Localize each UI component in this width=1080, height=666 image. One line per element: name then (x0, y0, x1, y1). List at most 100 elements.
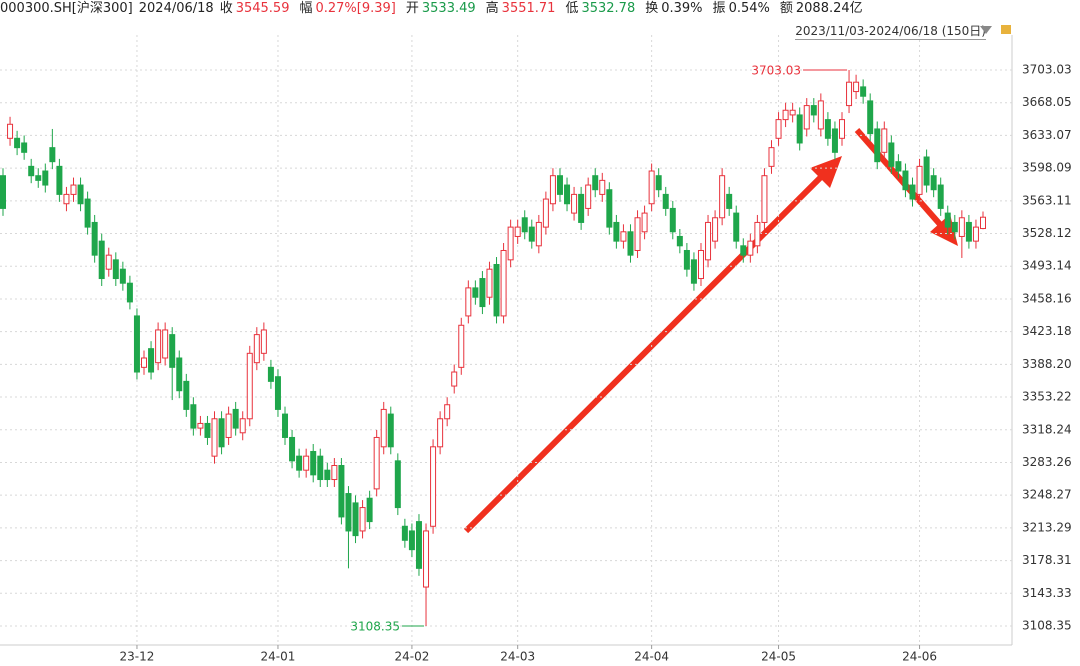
y-tick-label: 3598.09 (1022, 161, 1072, 175)
candle-body (613, 221, 620, 242)
candle-body (528, 226, 535, 242)
candle-body (972, 226, 979, 242)
candle-body (881, 128, 888, 153)
candle-body (867, 100, 874, 135)
candle-body (437, 418, 444, 448)
candle-body (141, 357, 148, 368)
candle-body (775, 119, 782, 139)
candle-body (423, 530, 430, 588)
candle-body (768, 147, 775, 167)
candle-body (63, 193, 70, 205)
x-tick-label: 24-03 (500, 650, 535, 664)
candle-body (571, 193, 578, 214)
field-label: 振 (712, 1, 726, 16)
candle-body (874, 128, 881, 163)
candle-body (14, 137, 21, 149)
candle-body (148, 348, 155, 373)
candle-body (902, 170, 909, 191)
candle-body (846, 81, 853, 107)
candle-body (733, 212, 740, 242)
y-tick-label: 3143.33 (1022, 586, 1072, 600)
candle-body (740, 245, 747, 256)
candle-body (895, 161, 902, 172)
candle-body (105, 254, 112, 270)
field-value: 0.39% (661, 1, 703, 16)
x-tick-label: 24-01 (261, 650, 296, 664)
field-value: 3532.78 (581, 1, 636, 16)
candle-body (564, 184, 571, 205)
candle-body (317, 455, 324, 481)
candle-body (838, 119, 845, 139)
candle-body (535, 221, 542, 247)
candle-body (253, 334, 260, 364)
candle-body (366, 497, 373, 523)
x-tick-label: 24-04 (634, 650, 669, 664)
y-tick-label: 3493.14 (1022, 259, 1072, 273)
field-value: 3545.59 (235, 1, 290, 16)
candle-body (380, 408, 387, 448)
field-label: 低 (565, 1, 579, 16)
candle-body (486, 268, 493, 298)
candle-body (556, 175, 563, 195)
candle-body (683, 249, 690, 270)
candle-body (211, 418, 218, 457)
candle-body (824, 119, 831, 139)
candle-body (705, 221, 712, 261)
candle-body (500, 249, 507, 317)
date-range[interactable]: 2023/11/03-2024/06/18 (150日) (795, 24, 986, 40)
candle-body (697, 249, 704, 280)
candle-body (726, 193, 733, 209)
y-tick-label: 3633.07 (1022, 128, 1072, 142)
candle-body (112, 259, 119, 280)
y-tick-label: 3388.20 (1022, 357, 1072, 371)
candle-body (176, 357, 183, 392)
high-label: 3703.03 (751, 64, 801, 78)
lock-icon[interactable] (1001, 25, 1011, 34)
y-tick-label: 3283.26 (1022, 455, 1072, 469)
candle-body (493, 264, 500, 317)
candle-body (521, 217, 528, 233)
candle-body (479, 278, 486, 308)
candle-body (676, 235, 683, 247)
y-tick-label: 3703.03 (1022, 63, 1072, 77)
candle-body (296, 455, 303, 471)
candle-body (662, 193, 669, 209)
candle-body (690, 259, 697, 284)
candle-body (310, 450, 317, 476)
candle-body (338, 465, 345, 518)
candle-body (951, 221, 958, 233)
symbol: 000300.SH[沪深300] (0, 1, 133, 16)
candle-body (352, 502, 359, 537)
candle-body (831, 128, 838, 153)
field-label: 额 (779, 1, 793, 16)
candle-body (415, 521, 422, 569)
candle-body (789, 109, 796, 116)
candle-body (190, 404, 197, 429)
candle-body (669, 207, 676, 233)
candle-body (655, 175, 662, 191)
candle-body (133, 315, 140, 373)
candle-body (373, 436, 380, 490)
candle-body (274, 376, 281, 410)
candle-body (126, 282, 133, 303)
field-label: 高 (485, 1, 499, 16)
header: 000300.SH[沪深300] 2024/06/18 收 3545.59 幅 0.27%… (0, 0, 1080, 20)
candle-body (606, 189, 613, 228)
candle-body (225, 413, 232, 438)
candle-body (761, 175, 768, 223)
dropdown-icon[interactable] (980, 26, 992, 34)
candle-body (204, 422, 211, 438)
candle-body (817, 100, 824, 130)
candle-body (549, 175, 556, 205)
field-value: 0.54% (728, 1, 770, 16)
candle-body (965, 221, 972, 242)
candle-body (853, 81, 860, 93)
candle-body (451, 371, 458, 387)
field-value: 2088.24亿 (795, 1, 863, 16)
candle-body (458, 324, 465, 368)
candle-body (197, 422, 204, 429)
candle-body (359, 507, 366, 532)
candle-body (620, 231, 627, 242)
candle-body (627, 231, 634, 256)
